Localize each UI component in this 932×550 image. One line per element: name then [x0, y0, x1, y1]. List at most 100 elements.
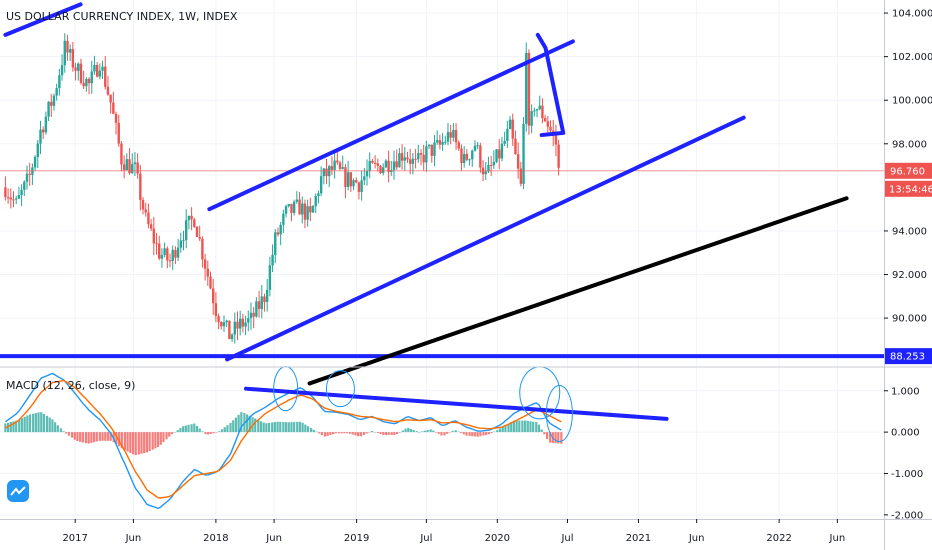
histogram-bar-down: [351, 432, 354, 435]
candle-up: [225, 320, 228, 323]
candle-down: [395, 161, 398, 168]
tradingview-logo[interactable]: [7, 480, 29, 502]
price-tick-label: 104.000: [892, 9, 932, 20]
histogram-bar-down: [148, 432, 151, 452]
histogram-bar-up: [423, 430, 426, 433]
candle-up: [31, 167, 34, 175]
histogram-bar-up: [518, 420, 521, 433]
time-tick-label: 2017: [62, 533, 87, 544]
trendline-drawings[interactable]: [0, 2, 884, 443]
time-tick-label: Jun: [829, 533, 846, 544]
histogram-bar-up: [198, 428, 201, 433]
histogram-bar-up: [457, 431, 460, 433]
macd-pane[interactable]: [4, 372, 563, 510]
candle-down: [438, 140, 442, 145]
candle-down: [414, 158, 417, 160]
histogram-bar-down: [112, 432, 115, 443]
macd-tick-label: -2.000: [891, 510, 923, 521]
candle-down: [104, 66, 107, 87]
candle-up: [17, 195, 21, 199]
histogram-bar-down: [140, 432, 143, 454]
histogram-bar-up: [301, 422, 304, 433]
histogram-bar-down: [343, 432, 346, 434]
candle-down: [557, 144, 560, 168]
histogram-bar-down: [393, 432, 396, 436]
candle-down: [4, 187, 7, 198]
candle-down: [109, 94, 112, 103]
histogram-bar-up: [262, 422, 265, 433]
candle-up: [398, 153, 401, 168]
histogram-bar-up: [220, 429, 224, 433]
candle-up: [255, 301, 258, 317]
histogram-bar-down: [145, 432, 148, 453]
histogram-bar-down: [170, 432, 174, 435]
candle-up: [233, 321, 236, 335]
candle-down: [527, 52, 531, 126]
histogram-bar-down: [362, 432, 366, 435]
candle-down: [276, 232, 280, 235]
candle-down: [498, 149, 501, 159]
candle-down: [241, 318, 245, 327]
histogram-bar-down: [334, 432, 337, 434]
histogram-bar-up: [315, 431, 318, 433]
histogram-bar-down: [76, 432, 79, 442]
candle-down: [144, 209, 147, 213]
candle-up: [360, 180, 363, 192]
histogram-bar-up: [237, 414, 240, 433]
candle-up: [282, 213, 285, 225]
candle-down: [201, 238, 204, 260]
histogram-bar-up: [370, 431, 374, 433]
candle-down: [252, 312, 255, 317]
candle-up: [55, 88, 58, 96]
candle-up: [446, 132, 450, 142]
candle-up: [392, 161, 396, 171]
histogram-bar-down: [331, 432, 335, 435]
candle-down: [489, 164, 493, 166]
histogram-bar-down: [165, 432, 168, 440]
candle-up: [314, 196, 317, 207]
candle-down: [120, 143, 123, 165]
candle-down: [193, 219, 196, 227]
candle-down: [50, 101, 53, 106]
candle-down: [149, 224, 153, 229]
histogram-bar-down: [162, 432, 165, 443]
histogram-bar-down: [204, 432, 207, 435]
candle-up: [249, 312, 253, 319]
histogram-bar-up: [32, 413, 35, 433]
candle-down: [344, 167, 347, 187]
candle-down: [257, 301, 261, 309]
candle-up: [473, 145, 477, 151]
histogram-bar-up: [279, 421, 282, 433]
histogram-bar-down: [345, 432, 349, 434]
histogram-bar-down: [84, 432, 88, 444]
histogram-bar-down: [485, 432, 488, 435]
price-pane[interactable]: [0, 33, 884, 344]
histogram-bar-up: [515, 420, 518, 433]
candle-down: [511, 119, 514, 139]
candle-down: [66, 40, 69, 53]
candle-down: [211, 288, 215, 304]
candle-down: [349, 172, 353, 187]
histogram-bar-up: [240, 412, 243, 433]
histogram-bar-down: [156, 432, 160, 448]
histogram-bar-up: [54, 422, 57, 433]
macd-trendline: [243, 386, 669, 421]
histogram-bar-down: [318, 432, 321, 434]
candle-up: [274, 232, 277, 255]
candle-up: [284, 206, 288, 214]
price-tick-label: 102.000: [892, 52, 932, 63]
candle-up: [346, 172, 350, 187]
histogram-bar-down: [440, 432, 443, 436]
histogram-bar-up: [182, 426, 185, 433]
candle-up: [471, 150, 474, 160]
price-tick-label: 100.000: [892, 96, 932, 107]
candle-down: [543, 118, 547, 122]
candle-up: [484, 171, 487, 175]
candle-up: [368, 160, 371, 171]
candle-down: [400, 153, 404, 161]
time-tick-label: Jul: [419, 533, 432, 544]
histogram-bar-up: [218, 431, 221, 433]
candle-up: [20, 189, 23, 196]
candle-down: [457, 142, 460, 149]
